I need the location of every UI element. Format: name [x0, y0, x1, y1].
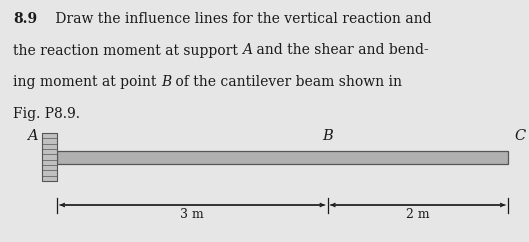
Text: B: B — [161, 75, 171, 89]
Text: the reaction moment at support: the reaction moment at support — [13, 44, 242, 58]
Text: and the shear and bend-: and the shear and bend- — [252, 44, 429, 58]
Text: C: C — [514, 129, 525, 144]
Text: A: A — [242, 44, 252, 58]
Text: B: B — [322, 129, 333, 144]
Text: Fig. P8.9.: Fig. P8.9. — [13, 106, 80, 121]
Text: ing moment at point: ing moment at point — [13, 75, 161, 89]
Text: 2 m: 2 m — [406, 208, 430, 221]
Bar — [42, 133, 57, 181]
Text: A: A — [28, 129, 38, 144]
Bar — [57, 151, 508, 164]
Text: 3 m: 3 m — [180, 208, 204, 221]
Text: of the cantilever beam shown in: of the cantilever beam shown in — [171, 75, 402, 89]
Text: 8.9: 8.9 — [13, 12, 37, 26]
Text: Draw the influence lines for the vertical reaction and: Draw the influence lines for the vertica… — [51, 12, 432, 26]
